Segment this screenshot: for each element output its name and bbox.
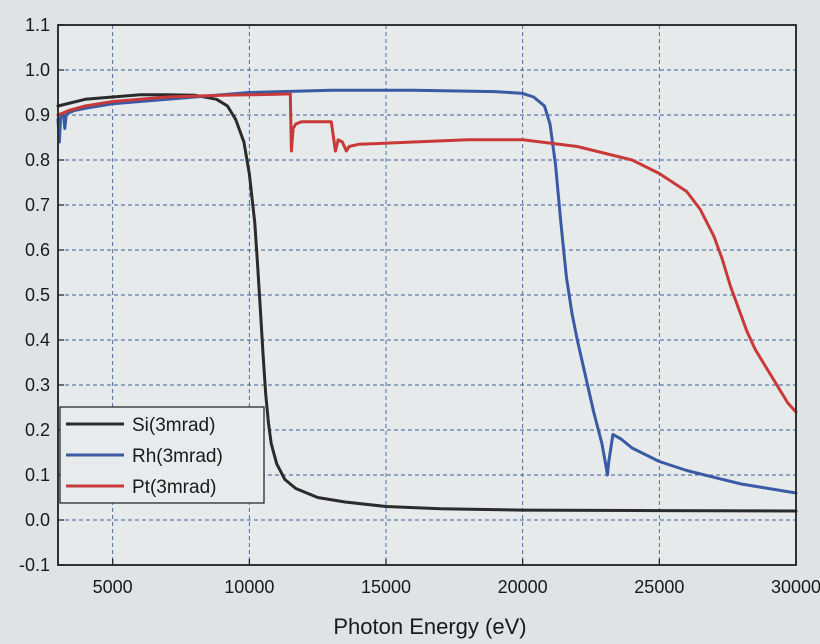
series-lines — [56, 88, 798, 513]
series-line-si — [56, 93, 798, 513]
axis-ticks: -0.1 0.0 0.1 0.2 0.3 0.4 0.5 0.6 0.7 0.8 0.9 1.0 1.1… — [19, 15, 820, 597]
legend: Si(3mrad) Rh(3mrad) Pt(3mrad) — [59, 406, 265, 504]
y-tick-label: 0.9 — [25, 105, 50, 125]
x-tick-label: 15000 — [361, 577, 411, 597]
y-tick-label: 0.4 — [25, 330, 50, 350]
x-tick-label: 5000 — [93, 577, 133, 597]
x-tick-label: 10000 — [224, 577, 274, 597]
legend-label-rh: Rh(3mrad) — [132, 446, 223, 467]
y-tick-label: 0.1 — [25, 465, 50, 485]
y-tick-label: 0.8 — [25, 150, 50, 170]
y-tick-label: 0.6 — [25, 240, 50, 260]
y-tick-label: 0.0 — [25, 510, 50, 530]
y-tick-label: -0.1 — [19, 555, 50, 575]
x-tick-label: 30000 — [771, 577, 820, 597]
y-tick-label: 0.3 — [25, 375, 50, 395]
x-tick-label: 20000 — [498, 577, 548, 597]
x-axis-title: Photon Energy (eV) — [333, 614, 526, 639]
y-tick-label: 1.1 — [25, 15, 50, 35]
x-tick-label: 25000 — [634, 577, 684, 597]
plot-frame — [57, 24, 797, 566]
y-tick-label: 0.2 — [25, 420, 50, 440]
series-line-pt — [56, 92, 798, 414]
y-tick-label: 0.5 — [25, 285, 50, 305]
y-tick-label: 1.0 — [25, 60, 50, 80]
legend-label-si: Si(3mrad) — [132, 415, 215, 436]
y-tick-label: 0.7 — [25, 195, 50, 215]
legend-label-pt: Pt(3mrad) — [132, 477, 216, 498]
